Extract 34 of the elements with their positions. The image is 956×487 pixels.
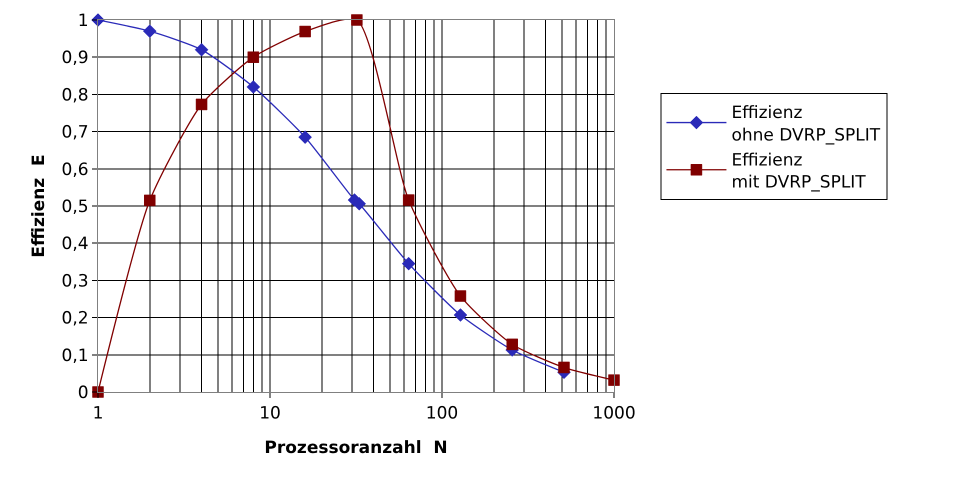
y-tick-label: 0,5 [62, 196, 89, 217]
y-tick-label: 0,2 [62, 308, 89, 329]
point [298, 130, 312, 144]
x-axis-title: Prozessoranzahl N [264, 438, 448, 458]
y-tick-label: 0,7 [62, 122, 89, 143]
point [92, 386, 104, 398]
y-tick-label: 0,1 [62, 346, 89, 366]
y-tick-label: 0,3 [62, 271, 89, 292]
point [196, 98, 208, 110]
x-tick-label: 10 [259, 403, 281, 424]
x-tick-label: 1 [92, 403, 104, 424]
point [299, 26, 311, 38]
point [143, 24, 157, 38]
y-tick-label: 1 [78, 10, 89, 31]
point [144, 194, 156, 206]
y-tick-label: 0 [78, 382, 89, 403]
point [608, 374, 620, 386]
x-tick-label: 1000 [592, 403, 636, 424]
point [194, 43, 208, 57]
point [506, 338, 518, 350]
y-tick-label: 0,8 [62, 85, 89, 106]
y-tick-label: 0,6 [62, 160, 89, 180]
point [558, 362, 570, 374]
point [454, 290, 466, 302]
legend-label: Effizienz mit DVRP_SPLIT [731, 150, 866, 192]
y-tick-label: 0,9 [62, 48, 89, 68]
point [246, 80, 260, 94]
y-tick-label: 0,4 [62, 234, 89, 254]
point [248, 51, 260, 63]
legend-label: Effizienz ohne DVRP_SPLIT [731, 103, 881, 146]
y-axis-title: Effizienz E [29, 154, 50, 258]
point [351, 14, 363, 26]
x-tick-label: 100 [426, 403, 458, 424]
point [402, 194, 414, 206]
